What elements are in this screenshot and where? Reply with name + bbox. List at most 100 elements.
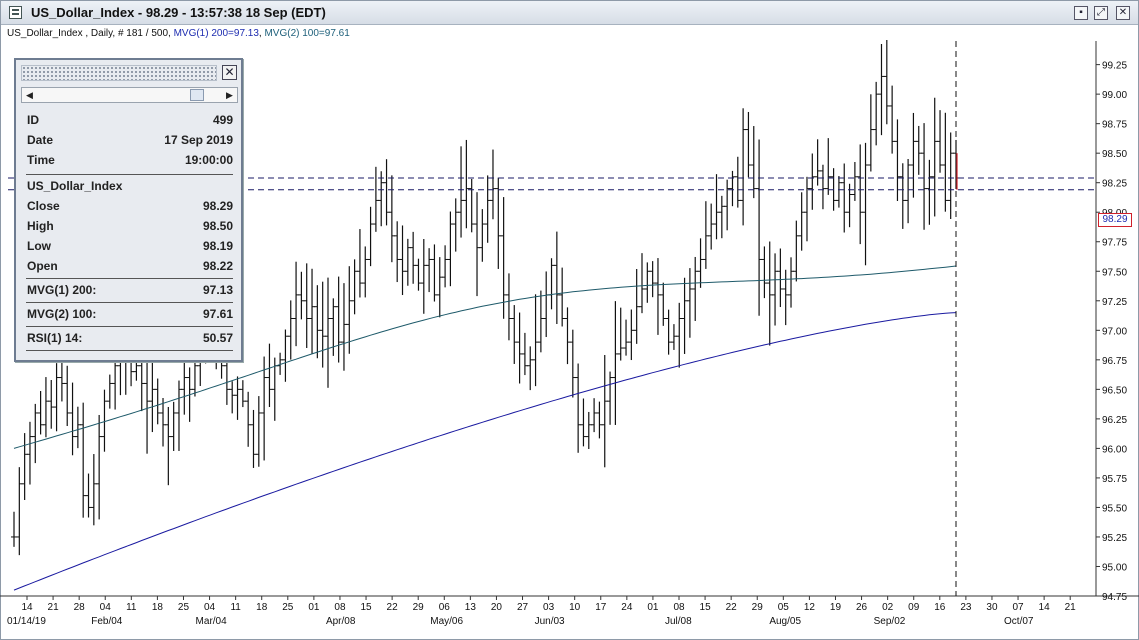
- row-symbol: US_Dollar_Index: [27, 179, 123, 193]
- x-tick-label: 27: [517, 602, 529, 613]
- y-tick-label: 96.25: [1102, 415, 1127, 426]
- row-id: ID 499: [27, 113, 233, 127]
- x-tick-label: 12: [804, 602, 816, 613]
- y-tick-label: 97.00: [1102, 326, 1127, 337]
- row-time: Time 19:00:00: [27, 153, 233, 167]
- x-tick-label: 01: [308, 602, 320, 613]
- x-tick-label: 14: [21, 602, 33, 613]
- x-tick-label: 03: [543, 602, 555, 613]
- y-tick-label: 96.75: [1102, 356, 1127, 367]
- minimize-icon[interactable]: ▪: [1074, 6, 1088, 20]
- x-tick-label: 18: [152, 602, 164, 613]
- x-tick-label: 13: [465, 602, 477, 613]
- x-tick-label: 08: [673, 602, 685, 613]
- panel-scrollbar[interactable]: ◀ ▶: [21, 87, 238, 103]
- x-tick-label: 07: [1012, 602, 1024, 613]
- row-open: Open 98.22: [27, 259, 233, 273]
- divider: [26, 170, 233, 175]
- row-mvg1: MVG(1) 200: 97.13: [27, 283, 233, 297]
- x-tick-label: 30: [986, 602, 998, 613]
- x-tick-label: 05: [778, 602, 790, 613]
- x-month-label: 01/14/19: [7, 616, 46, 627]
- x-tick-label: 01: [647, 602, 659, 613]
- x-tick-label: 25: [178, 602, 190, 613]
- row-mvg2: MVG(2) 100: 97.61: [27, 307, 233, 321]
- scroll-right-icon[interactable]: ▶: [226, 90, 233, 100]
- divider: [26, 348, 233, 351]
- panel-rows: ID 499 Date 17 Sep 2019 Time 19:00:00 US_Do…: [21, 110, 233, 352]
- x-tick-label: 16: [934, 602, 946, 613]
- x-tick-label: 08: [334, 602, 346, 613]
- y-tick-label: 99.00: [1102, 90, 1127, 101]
- x-month-label: Jul/08: [665, 616, 692, 627]
- x-month-label: Oct/07: [1004, 616, 1034, 627]
- scroll-left-icon[interactable]: ◀: [26, 90, 33, 100]
- x-tick-label: 29: [413, 602, 425, 613]
- y-tick-label: 96.50: [1102, 385, 1127, 396]
- scroll-thumb[interactable]: [190, 89, 204, 101]
- divider: [26, 300, 233, 303]
- title-bar[interactable]: US_Dollar_Index - 98.29 - 13:57:38 18 Se…: [1, 1, 1138, 25]
- x-tick-label: 18: [256, 602, 268, 613]
- y-tick-label: 99.25: [1102, 61, 1127, 72]
- x-month-label: Mar/04: [196, 616, 228, 627]
- x-tick-label: 21: [1065, 602, 1077, 613]
- mvg2-line: [13, 265, 957, 449]
- x-month-label: Sep/02: [874, 616, 906, 627]
- divider: [26, 324, 233, 327]
- x-tick-label: 22: [726, 602, 738, 613]
- x-tick-label: 14: [1039, 602, 1051, 613]
- panel-close-icon[interactable]: ✕: [222, 65, 237, 80]
- x-tick-label: 23: [960, 602, 972, 613]
- y-tick-label: 96.00: [1102, 444, 1127, 455]
- data-window-panel[interactable]: ✕ ◀ ▶ ID 499 Date 17 Sep 2019 Time 19:00:00…: [14, 58, 243, 362]
- y-tick-label: 95.25: [1102, 533, 1127, 544]
- window-icon: [9, 6, 22, 19]
- y-tick-label: 98.50: [1102, 149, 1127, 160]
- y-tick-label: 95.00: [1102, 562, 1127, 573]
- x-tick-label: 21: [48, 602, 60, 613]
- y-tick-label: 95.75: [1102, 474, 1127, 485]
- last-price-tag: 98.29: [1098, 213, 1132, 227]
- window-title: US_Dollar_Index - 98.29 - 13:57:38 18 Se…: [31, 5, 326, 20]
- row-low: Low 98.19: [27, 239, 233, 253]
- subtitle-sep: ,: [258, 28, 265, 39]
- y-tick-label: 95.50: [1102, 503, 1127, 514]
- y-tick-label: 97.50: [1102, 267, 1127, 278]
- panel-drag-handle[interactable]: [21, 65, 217, 81]
- x-month-label: May/06: [430, 616, 463, 627]
- y-tick-label: 97.25: [1102, 297, 1127, 308]
- x-tick-label: 10: [569, 602, 581, 613]
- x-tick-label: 15: [700, 602, 712, 613]
- x-tick-label: 11: [126, 602, 137, 613]
- x-tick-label: 25: [282, 602, 294, 613]
- x-tick-label: 04: [204, 602, 216, 613]
- y-tick-label: 97.75: [1102, 238, 1127, 249]
- y-tick-label: 98.25: [1102, 179, 1127, 190]
- x-tick-label: 04: [100, 602, 112, 613]
- x-tick-label: 26: [856, 602, 868, 613]
- x-tick-label: 20: [491, 602, 503, 613]
- x-tick-label: 19: [830, 602, 842, 613]
- x-tick-label: 28: [74, 602, 86, 613]
- x-month-label: Feb/04: [91, 616, 123, 627]
- row-close: Close 98.29: [27, 199, 233, 213]
- x-tick-label: 24: [621, 602, 633, 613]
- row-high: High 98.50: [27, 219, 233, 233]
- x-tick-label: 15: [360, 602, 372, 613]
- chart-subtitle: US_Dollar_Index , Daily, # 181 / 500, MV…: [1, 26, 1138, 41]
- close-icon[interactable]: ✕: [1116, 6, 1130, 20]
- x-tick-label: 17: [595, 602, 607, 613]
- row-date: Date 17 Sep 2019: [27, 133, 233, 147]
- maximize-icon[interactable]: ⤢: [1094, 6, 1108, 20]
- y-tick-label: 98.75: [1102, 120, 1127, 131]
- x-tick-label: 09: [908, 602, 920, 613]
- divider: [26, 276, 233, 279]
- row-rsi: RSI(1) 14: 50.57: [27, 331, 233, 345]
- x-tick-label: 22: [387, 602, 399, 613]
- y-tick-label: 94.75: [1102, 592, 1127, 603]
- x-month-label: Apr/08: [326, 616, 356, 627]
- x-tick-label: 06: [439, 602, 451, 613]
- x-tick-label: 11: [230, 602, 241, 613]
- subtitle-prefix: US_Dollar_Index , Daily, # 181 / 500,: [7, 28, 174, 39]
